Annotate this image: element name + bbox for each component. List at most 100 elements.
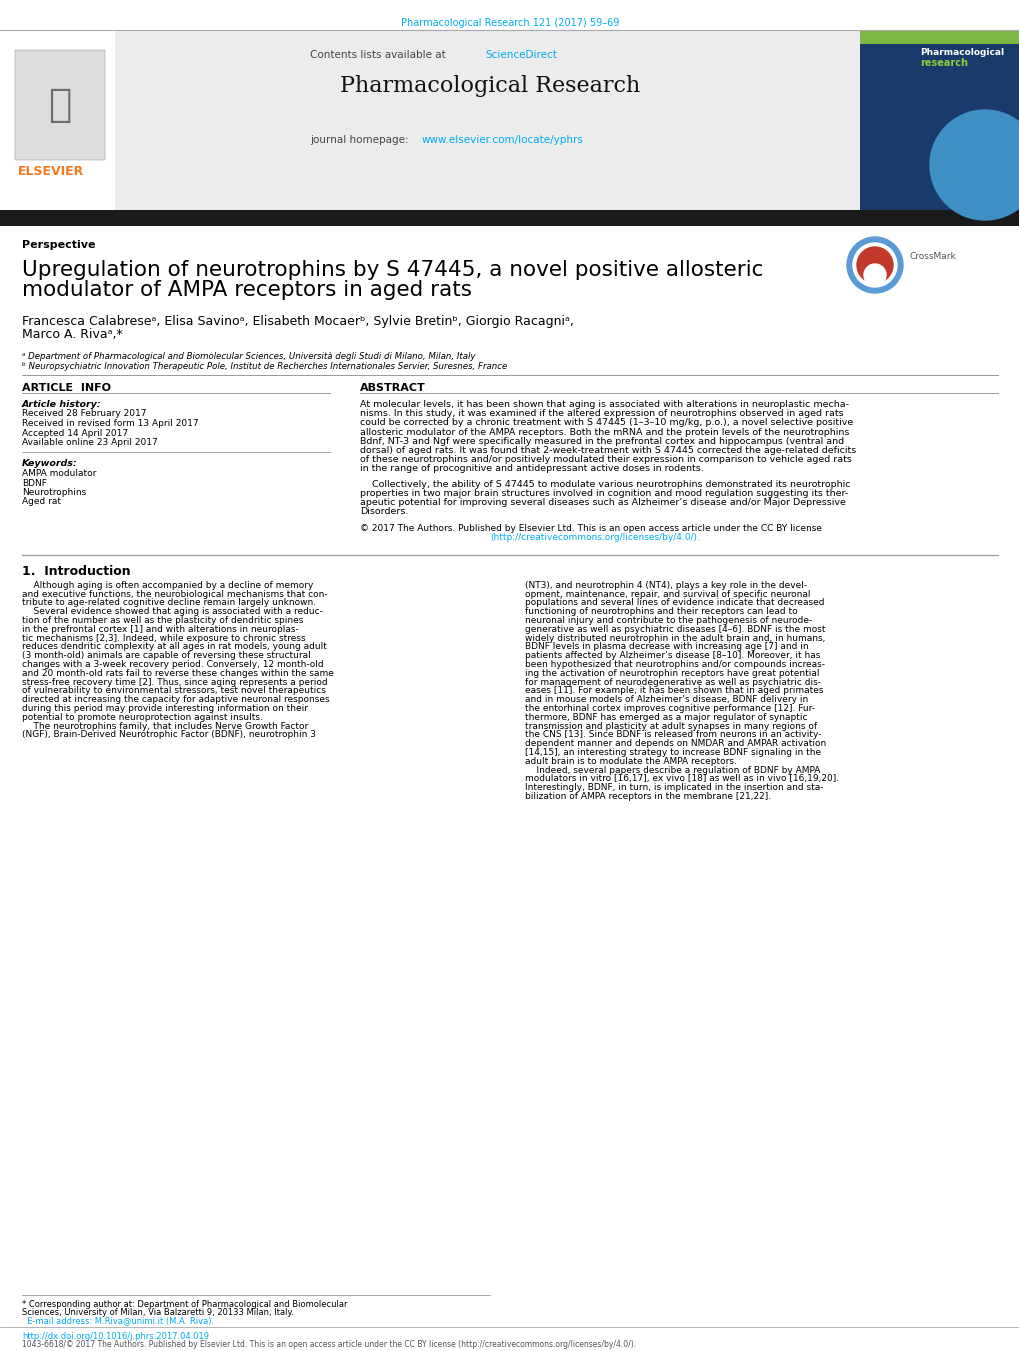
Text: Collectively, the ability of S 47445 to modulate various neurotrophins demonstra: Collectively, the ability of S 47445 to … <box>360 480 850 489</box>
Text: The neurotrophins family, that includes Nerve Growth Factor: The neurotrophins family, that includes … <box>22 721 308 731</box>
Text: Contents lists available at: Contents lists available at <box>310 50 448 59</box>
Text: 1.  Introduction: 1. Introduction <box>22 565 130 578</box>
Text: E-mail address: M.Riva@unimi.it (M.A. Riva).: E-mail address: M.Riva@unimi.it (M.A. Ri… <box>22 1316 214 1325</box>
Text: generative as well as psychiatric diseases [4–6]. BDNF is the most: generative as well as psychiatric diseas… <box>525 624 824 634</box>
Text: neuronal injury and contribute to the pathogenesis of neurode-: neuronal injury and contribute to the pa… <box>525 616 811 626</box>
Circle shape <box>846 236 902 293</box>
Text: ScienceDirect: ScienceDirect <box>484 50 556 59</box>
Text: (NGF), Brain-Derived Neurotrophic Factor (BDNF), neurotrophin 3: (NGF), Brain-Derived Neurotrophic Factor… <box>22 731 316 739</box>
Text: for management of neurodegenerative as well as psychiatric dis-: for management of neurodegenerative as w… <box>525 678 820 686</box>
Text: in the prefrontal cortex [1] and with alterations in neuroplas-: in the prefrontal cortex [1] and with al… <box>22 624 299 634</box>
Text: At molecular levels, it has been shown that aging is associated with alterations: At molecular levels, it has been shown t… <box>360 400 848 409</box>
Text: Received in revised form 13 April 2017: Received in revised form 13 April 2017 <box>22 419 199 428</box>
Text: in the range of procognitive and antidepressant active doses in rodents.: in the range of procognitive and antidep… <box>360 465 703 473</box>
Text: apeutic potential for improving several diseases such as Alzheimer’s disease and: apeutic potential for improving several … <box>360 499 845 507</box>
Text: Marco A. Rivaᵃ,*: Marco A. Rivaᵃ,* <box>22 328 122 340</box>
Text: BDNF: BDNF <box>22 478 47 488</box>
Text: potential to promote neuroprotection against insults.: potential to promote neuroprotection aga… <box>22 713 263 721</box>
Text: widely distributed neurotrophin in the adult brain and, in humans,: widely distributed neurotrophin in the a… <box>525 634 824 643</box>
Bar <box>859 30 1019 209</box>
Text: stress-free recovery time [2]. Thus, since aging represents a period: stress-free recovery time [2]. Thus, sin… <box>22 678 327 686</box>
Text: thermore, BDNF has emerged as a major regulator of synaptic: thermore, BDNF has emerged as a major re… <box>525 713 807 721</box>
Text: Neurotrophins: Neurotrophins <box>22 488 87 497</box>
Text: Bdnf, NT-3 and Ngf were specifically measured in the prefrontal cortex and hippo: Bdnf, NT-3 and Ngf were specifically mea… <box>360 436 844 446</box>
Text: Several evidence showed that aging is associated with a reduc-: Several evidence showed that aging is as… <box>22 607 323 616</box>
Bar <box>15 50 105 159</box>
Text: ABSTRACT: ABSTRACT <box>360 382 425 393</box>
Text: dorsal) of aged rats. It was found that 2-week-treatment with S 47445 corrected : dorsal) of aged rats. It was found that … <box>360 446 855 455</box>
Circle shape <box>852 243 896 286</box>
Text: Accepted 14 April 2017: Accepted 14 April 2017 <box>22 428 128 438</box>
Text: Pharmacological Research: Pharmacological Research <box>339 76 640 97</box>
Text: Keywords:: Keywords: <box>22 459 77 469</box>
Text: been hypothesized that neurotrophins and/or compounds increas-: been hypothesized that neurotrophins and… <box>525 661 824 669</box>
Text: could be corrected by a chronic treatment with S 47445 (1–3–10 mg/kg, p.o.), a n: could be corrected by a chronic treatmen… <box>360 419 853 427</box>
Text: (3 month-old) animals are capable of reversing these structural: (3 month-old) animals are capable of rev… <box>22 651 311 661</box>
Text: of these neurotrophins and/or positively modulated their expression in compariso: of these neurotrophins and/or positively… <box>360 455 851 465</box>
Text: BDNF levels in plasma decrease with increasing age [7] and in: BDNF levels in plasma decrease with incr… <box>525 642 808 651</box>
Circle shape <box>863 263 886 286</box>
Text: journal homepage:: journal homepage: <box>310 135 412 145</box>
Text: tic mechanisms [2,3]. Indeed, while exposure to chronic stress: tic mechanisms [2,3]. Indeed, while expo… <box>22 634 306 643</box>
Text: modulator of AMPA receptors in aged rats: modulator of AMPA receptors in aged rats <box>22 280 472 300</box>
Text: Interestingly, BDNF, in turn, is implicated in the insertion and sta-: Interestingly, BDNF, in turn, is implica… <box>525 784 822 792</box>
Text: eases [11]. For example, it has been shown that in aged primates: eases [11]. For example, it has been sho… <box>525 686 822 696</box>
Text: of vulnerability to environmental stressors, test novel therapeutics: of vulnerability to environmental stress… <box>22 686 325 696</box>
Text: patients affected by Alzheimer’s disease [8–10]. Moreover, it has: patients affected by Alzheimer’s disease… <box>525 651 819 661</box>
Text: Pharmacological Research 121 (2017) 59–69: Pharmacological Research 121 (2017) 59–6… <box>400 18 619 28</box>
Text: http://dx.doi.org/10.1016/j.phrs.2017.04.019: http://dx.doi.org/10.1016/j.phrs.2017.04… <box>22 1332 209 1342</box>
Text: dependent manner and depends on NMDAR and AMPAR activation: dependent manner and depends on NMDAR an… <box>525 739 825 748</box>
Text: modulators in vitro [16,17], ex vivo [18] as well as in vivo [16,19,20].: modulators in vitro [16,17], ex vivo [18… <box>525 774 839 784</box>
Text: directed at increasing the capacity for adaptive neuronal responses: directed at increasing the capacity for … <box>22 696 329 704</box>
Text: Aged rat: Aged rat <box>22 497 61 507</box>
Text: functioning of neurotrophins and their receptors can lead to: functioning of neurotrophins and their r… <box>525 607 797 616</box>
Text: populations and several lines of evidence indicate that decreased: populations and several lines of evidenc… <box>525 598 823 608</box>
Text: CrossMark: CrossMark <box>909 253 956 261</box>
Text: and 20 month-old rats fail to reverse these changes within the same: and 20 month-old rats fail to reverse th… <box>22 669 333 678</box>
Circle shape <box>929 109 1019 220</box>
Text: AMPA modulator: AMPA modulator <box>22 469 96 478</box>
Text: Disorders.: Disorders. <box>360 507 408 516</box>
Text: research: research <box>919 58 967 68</box>
Text: tion of the number as well as the plasticity of dendritic spines: tion of the number as well as the plasti… <box>22 616 303 626</box>
Text: ᵃ Department of Pharmacological and Biomolecular Sciences, Università degli Stud: ᵃ Department of Pharmacological and Biom… <box>22 353 475 361</box>
Text: Although aging is often accompanied by a decline of memory: Although aging is often accompanied by a… <box>22 581 313 590</box>
Text: 🌳: 🌳 <box>48 86 71 124</box>
Bar <box>859 30 1019 45</box>
Text: Received 28 February 2017: Received 28 February 2017 <box>22 409 147 419</box>
Text: transmission and plasticity at adult synapses in many regions of: transmission and plasticity at adult syn… <box>525 721 816 731</box>
Text: 1043-6618/© 2017 The Authors. Published by Elsevier Ltd. This is an open access : 1043-6618/© 2017 The Authors. Published … <box>22 1340 636 1350</box>
Text: during this period may provide interesting information on their: during this period may provide interesti… <box>22 704 308 713</box>
Text: Indeed, several papers describe a regulation of BDNF by AMPA: Indeed, several papers describe a regula… <box>525 766 819 774</box>
Text: bilization of AMPA receptors in the membrane [21,22].: bilization of AMPA receptors in the memb… <box>525 792 770 801</box>
Text: © 2017 The Authors. Published by Elsevier Ltd. This is an open access article un: © 2017 The Authors. Published by Elsevie… <box>360 524 821 534</box>
Text: * Corresponding author at: Department of Pharmacological and Biomolecular: * Corresponding author at: Department of… <box>22 1300 347 1309</box>
Text: ᵇ Neuropsychiatric Innovation Therapeutic Pole, Institut de Recherches Internati: ᵇ Neuropsychiatric Innovation Therapeuti… <box>22 362 506 372</box>
Text: the entorhinal cortex improves cognitive performance [12]. Fur-: the entorhinal cortex improves cognitive… <box>525 704 814 713</box>
Text: Pharmacological: Pharmacological <box>919 49 1003 57</box>
Text: Article history:: Article history: <box>22 400 102 409</box>
Text: Upregulation of neurotrophins by S 47445, a novel positive allosteric: Upregulation of neurotrophins by S 47445… <box>22 259 762 280</box>
Text: Sciences, University of Milan, Via Balzaretti 9, 20133 Milan, Italy.: Sciences, University of Milan, Via Balza… <box>22 1308 293 1317</box>
Text: tribute to age-related cognitive decline remain largely unknown.: tribute to age-related cognitive decline… <box>22 598 316 608</box>
Text: Francesca Calabreseᵃ, Elisa Savinoᵃ, Elisabeth Mocaerᵇ, Sylvie Bretinᵇ, Giorgio : Francesca Calabreseᵃ, Elisa Savinoᵃ, Eli… <box>22 315 574 328</box>
Bar <box>0 30 115 209</box>
Text: [14,15], an interesting strategy to increase BDNF signaling in the: [14,15], an interesting strategy to incr… <box>525 748 820 757</box>
Text: changes with a 3-week recovery period. Conversely, 12 month-old: changes with a 3-week recovery period. C… <box>22 661 323 669</box>
Text: www.elsevier.com/locate/yphrs: www.elsevier.com/locate/yphrs <box>422 135 583 145</box>
Bar <box>0 30 859 209</box>
Text: nisms. In this study, it was examined if the altered expression of neurotrophins: nisms. In this study, it was examined if… <box>360 409 843 419</box>
Text: properties in two major brain structures involved in cognition and mood regulati: properties in two major brain structures… <box>360 489 848 497</box>
Text: and executive functions, the neurobiological mechanisms that con-: and executive functions, the neurobiolog… <box>22 589 327 598</box>
Text: Available online 23 April 2017: Available online 23 April 2017 <box>22 438 158 447</box>
Text: Perspective: Perspective <box>22 240 96 250</box>
Text: and in mouse models of Alzheimer’s disease, BDNF delivery in: and in mouse models of Alzheimer’s disea… <box>525 696 807 704</box>
Text: ARTICLE  INFO: ARTICLE INFO <box>22 382 111 393</box>
Text: (http://creativecommons.org/licenses/by/4.0/).: (http://creativecommons.org/licenses/by/… <box>489 532 699 542</box>
Bar <box>0 209 1019 226</box>
Text: (NT3), and neurotrophin 4 (NT4), plays a key role in the devel-: (NT3), and neurotrophin 4 (NT4), plays a… <box>525 581 806 590</box>
Circle shape <box>856 247 892 282</box>
Text: ing the activation of neurotrophin receptors have great potential: ing the activation of neurotrophin recep… <box>525 669 818 678</box>
Text: reduces dendritic complexity at all ages in rat models, young adult: reduces dendritic complexity at all ages… <box>22 642 326 651</box>
Text: allosteric modulator of the AMPA receptors. Both the mRNA and the protein levels: allosteric modulator of the AMPA recepto… <box>360 428 849 436</box>
